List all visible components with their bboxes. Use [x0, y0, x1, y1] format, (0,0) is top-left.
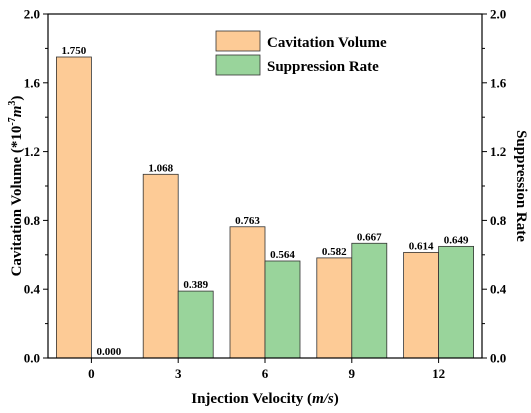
y-tick-label-right-0.4: 0.4: [490, 282, 507, 297]
bar-suppression-rate-12: [438, 245, 475, 359]
legend: Cavitation Volume Suppression Rate: [215, 30, 387, 76]
data-label-suppression-rate-9: 0.667: [357, 231, 382, 243]
y-tick-label-left-2.0: 2.0: [24, 7, 40, 22]
bar-suppression-rate-3: [177, 290, 214, 359]
data-label-cavitation-volume-3: 1.068: [148, 162, 173, 174]
y-tick-label-right-2.0: 2.0: [490, 7, 506, 22]
x-tick-label-9: 9: [349, 366, 356, 381]
y-tick-label-right-1.2: 1.2: [490, 144, 506, 159]
legend-swatch-cavitation-volume: [215, 30, 261, 52]
legend-label-cavitation-volume: Cavitation Volume: [267, 35, 387, 51]
data-labels-layer: 1.750 0.000 1.068 0.389 0.763 0.564 0.582 0.667…: [62, 45, 469, 358]
y-tick-label-right-0.8: 0.8: [490, 213, 507, 228]
x-tick-label-6: 6: [262, 366, 269, 381]
data-label-cavitation-volume-6: 0.763: [235, 215, 260, 227]
data-label-cavitation-volume-9: 0.582: [322, 246, 347, 258]
bar-cavitation-volume-0: [56, 56, 92, 359]
bar-cavitation-volume-3: [142, 173, 179, 359]
y-tick-label-left-0.4: 0.4: [24, 282, 41, 297]
y-axis-title-right: Suppression Rate: [513, 130, 529, 242]
y-tick-label-left-0.8: 0.8: [24, 213, 41, 228]
bar-cavitation-volume-9: [316, 257, 353, 359]
x-axis-title: Injection Velocity (m/s): [191, 391, 339, 407]
data-label-cavitation-volume-12: 0.614: [409, 240, 434, 252]
y-tick-label-left-1.6: 1.6: [24, 75, 41, 90]
y-tick-label-left-0.0: 0.0: [24, 351, 40, 366]
data-label-suppression-rate-3: 0.389: [183, 279, 208, 291]
x-tick-label-12: 12: [432, 366, 445, 381]
axes-layer: 0 3 6 9 12 0.0 0.4 0.8 1.2 1.6 2.0 0.0 0.4 0.8 1.2 1.6 2…: [24, 7, 507, 382]
data-label-cavitation-volume-0: 1.750: [62, 45, 87, 57]
legend-swatch-suppression-rate: [215, 54, 261, 76]
bar-suppression-rate-9: [351, 242, 388, 359]
bar-cavitation-volume-12: [403, 251, 440, 359]
x-tick-label-0: 0: [88, 366, 95, 381]
data-label-suppression-rate-6: 0.564: [270, 249, 295, 261]
legend-label-suppression-rate: Suppression Rate: [267, 59, 379, 75]
bars-layer: [56, 56, 475, 359]
data-label-suppression-rate-12: 0.649: [444, 234, 469, 246]
bar-suppression-rate-6: [264, 260, 301, 359]
x-tick-label-3: 3: [175, 366, 182, 381]
y-axis-title-left: Cavitation Volume (*10-7m3): [7, 96, 25, 277]
y-tick-label-right-1.6: 1.6: [490, 75, 507, 90]
data-label-suppression-rate-0: 0.000: [97, 346, 122, 358]
y-tick-label-right-0.0: 0.0: [490, 351, 506, 366]
bar-cavitation-volume-6: [229, 226, 266, 359]
y-tick-label-left-1.2: 1.2: [24, 144, 40, 159]
